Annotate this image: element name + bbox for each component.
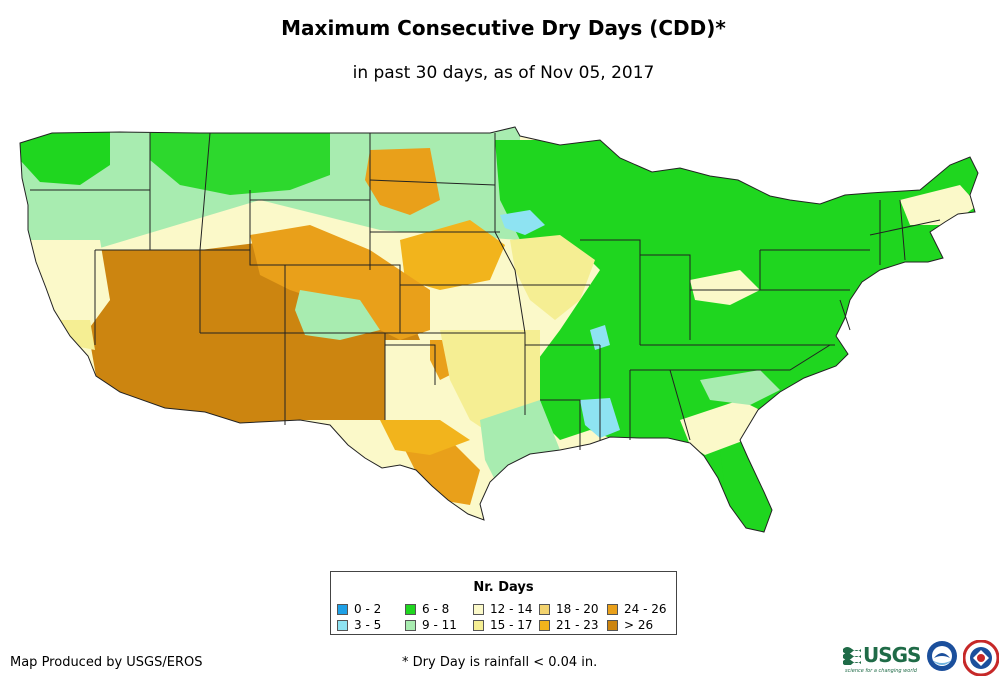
map-title: Maximum Consecutive Dry Days (CDD)*: [281, 16, 726, 40]
legend-item: 6 - 8: [405, 602, 449, 616]
legend-item: 24 - 26: [607, 602, 667, 616]
usgs-tagline: science for a changing world: [845, 668, 917, 674]
legend-label: 21 - 23: [556, 618, 599, 632]
legend-swatch: [405, 619, 416, 631]
legend-label: 18 - 20: [556, 602, 599, 616]
noaa-logo-icon: [927, 641, 957, 671]
legend-label: 0 - 2: [354, 602, 382, 616]
legend-swatch: [473, 603, 484, 615]
legend-swatch: [539, 603, 550, 615]
legend-swatch: [473, 619, 484, 631]
legend-swatch: [337, 619, 348, 631]
usgs-logo-text: USGS: [863, 643, 921, 667]
legend-label: 15 - 17: [490, 618, 533, 632]
nws-logo-icon: [963, 640, 999, 676]
map-credit: Map Produced by USGS/EROS: [10, 655, 203, 670]
legend-swatch: [607, 603, 618, 615]
legend-item: > 26: [607, 618, 653, 632]
legend-label: 24 - 26: [624, 602, 667, 616]
legend-title: Nr. Days: [473, 580, 534, 595]
legend-label: > 26: [624, 618, 654, 632]
legend-item: 9 - 11: [405, 618, 457, 632]
legend-item: 0 - 2: [337, 602, 381, 616]
usgs-wave-icon: [843, 647, 861, 665]
legend-item: 18 - 20: [539, 602, 599, 616]
state-borders: [19, 126, 979, 533]
legend: Nr. Days 0 - 2 3 - 5 6 - 8 9 - 11 12 - 1…: [330, 571, 677, 635]
dryness-fill: [20, 127, 978, 532]
map-subtitle: in past 30 days, as of Nov 05, 2017: [352, 63, 655, 83]
legend-label: 6 - 8: [422, 602, 450, 616]
legend-item: 12 - 14: [473, 602, 533, 616]
legend-label: 9 - 11: [422, 618, 457, 632]
legend-swatch: [539, 619, 550, 631]
legend-item: 3 - 5: [337, 618, 381, 632]
legend-swatch: [337, 603, 348, 615]
legend-label: 3 - 5: [354, 618, 382, 632]
legend-item: 15 - 17: [473, 618, 533, 632]
legend-swatch: [405, 603, 416, 615]
conus-dry-days-map: [19, 126, 979, 533]
agency-logos: USGS science for a changing world: [843, 640, 1003, 680]
legend-swatch: [607, 619, 618, 631]
usgs-logo: USGS: [843, 643, 921, 667]
dry-day-footnote: * Dry Day is rainfall < 0.04 in.: [402, 655, 598, 670]
legend-label: 12 - 14: [490, 602, 533, 616]
legend-item: 21 - 23: [539, 618, 599, 632]
